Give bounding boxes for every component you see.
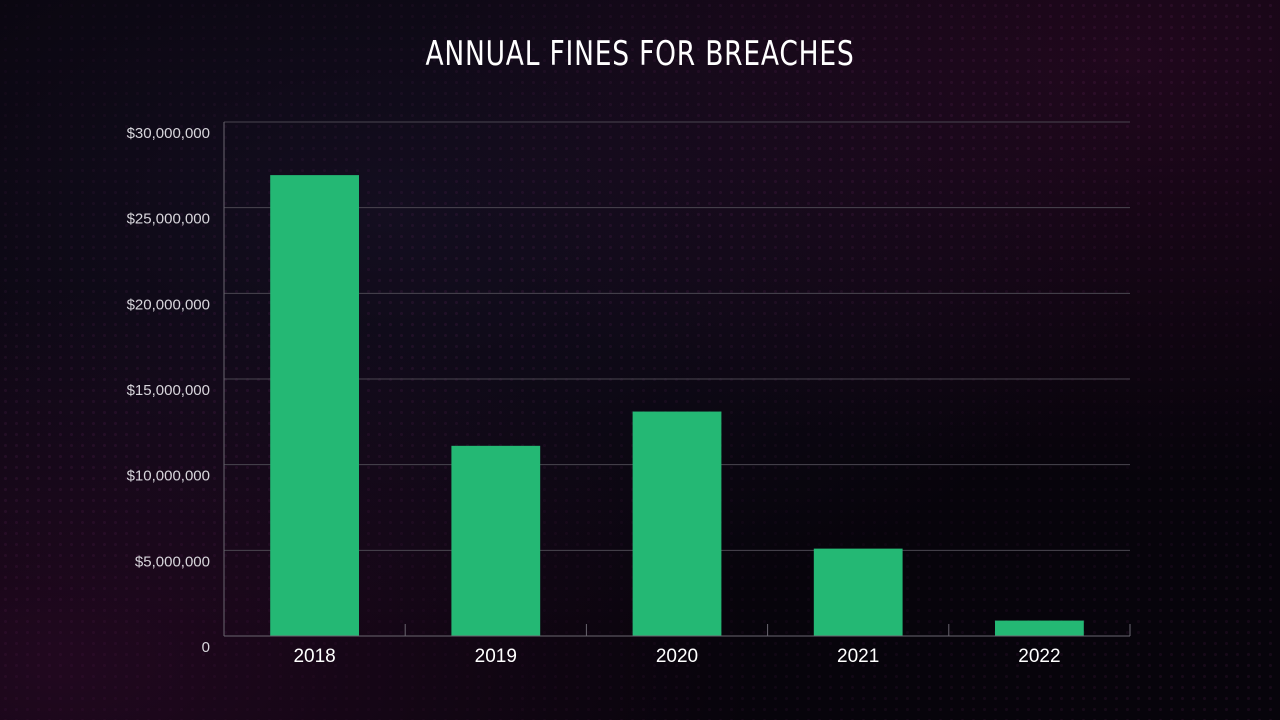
- y-tick-label: $25,000,000: [127, 211, 210, 228]
- bars: [270, 175, 1084, 636]
- y-tick-label: 0: [202, 639, 210, 656]
- bar-2018: [270, 175, 359, 636]
- bar-2020: [632, 411, 722, 636]
- bar-2019: [451, 445, 541, 636]
- bar-2021: [813, 548, 903, 636]
- bar-2022: [995, 620, 1084, 636]
- y-tick-label: $5,000,000: [135, 553, 210, 570]
- axes: [223, 122, 1131, 637]
- y-tick-label: $20,000,000: [127, 296, 210, 313]
- x-tick-label: 2021: [837, 646, 879, 667]
- y-tick-label: $10,000,000: [127, 468, 210, 485]
- x-tick-label: 2020: [656, 646, 698, 667]
- x-tick-label: 2022: [1018, 646, 1060, 667]
- y-tick-label: $15,000,000: [127, 382, 210, 399]
- x-tick-label: 2018: [293, 646, 335, 667]
- chart-title: ANNUAL FINES FOR BREACHES: [425, 34, 855, 74]
- x-tick-label: 2019: [475, 646, 517, 667]
- y-tick-label: $30,000,000: [127, 125, 210, 142]
- axis-labels: 0 $5,000,000 $10,000,000 $15,000,000 $20,000…: [127, 125, 1061, 667]
